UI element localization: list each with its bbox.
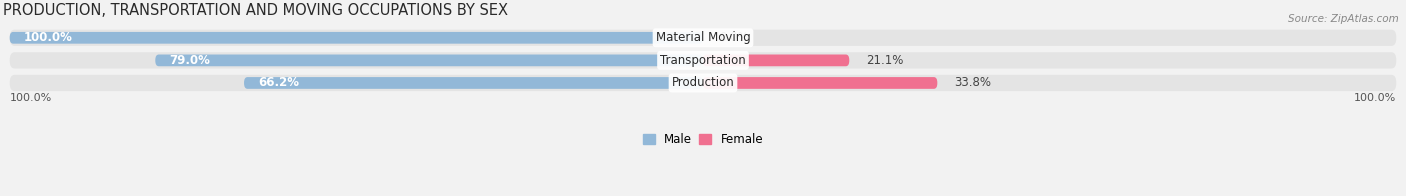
FancyBboxPatch shape: [10, 30, 1396, 46]
Text: 0.0%: 0.0%: [720, 31, 749, 44]
Text: 100.0%: 100.0%: [1354, 93, 1396, 103]
Text: 66.2%: 66.2%: [257, 76, 299, 89]
FancyBboxPatch shape: [155, 54, 703, 66]
Text: Material Moving: Material Moving: [655, 31, 751, 44]
Text: Transportation: Transportation: [661, 54, 745, 67]
FancyBboxPatch shape: [10, 52, 1396, 69]
Text: Production: Production: [672, 76, 734, 89]
Text: 100.0%: 100.0%: [10, 93, 52, 103]
FancyBboxPatch shape: [10, 32, 703, 44]
Text: 100.0%: 100.0%: [24, 31, 73, 44]
FancyBboxPatch shape: [703, 54, 849, 66]
Text: 79.0%: 79.0%: [169, 54, 209, 67]
Text: Source: ZipAtlas.com: Source: ZipAtlas.com: [1288, 14, 1399, 24]
Text: 33.8%: 33.8%: [953, 76, 991, 89]
Text: PRODUCTION, TRANSPORTATION AND MOVING OCCUPATIONS BY SEX: PRODUCTION, TRANSPORTATION AND MOVING OC…: [3, 3, 508, 18]
Legend: Male, Female: Male, Female: [638, 128, 768, 151]
FancyBboxPatch shape: [245, 77, 703, 89]
FancyBboxPatch shape: [10, 75, 1396, 91]
Text: 21.1%: 21.1%: [866, 54, 903, 67]
FancyBboxPatch shape: [703, 77, 938, 89]
